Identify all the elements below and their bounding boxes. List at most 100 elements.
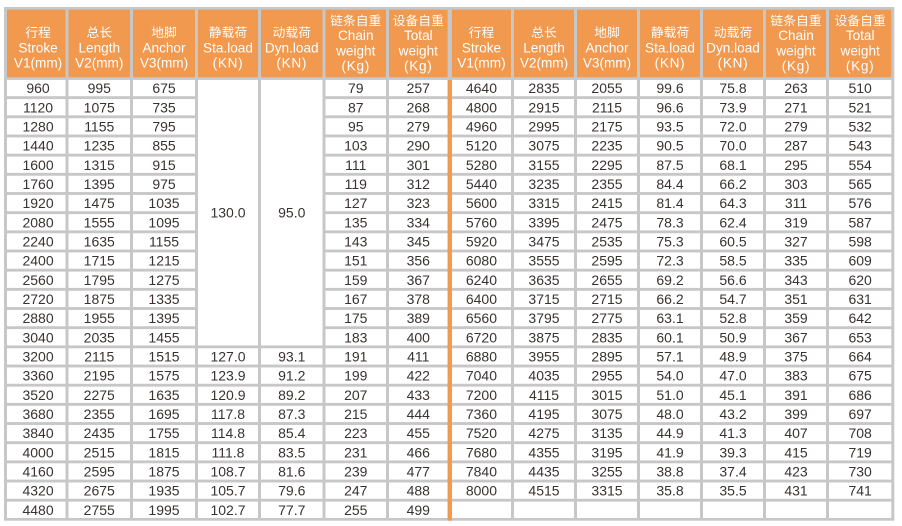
svg-text:207: 207: [344, 387, 368, 403]
svg-text:2915: 2915: [528, 99, 559, 115]
svg-text:391: 391: [784, 387, 808, 403]
svg-text:114.8: 114.8: [211, 425, 245, 441]
svg-text:2835: 2835: [528, 80, 559, 96]
svg-text:Total: Total: [846, 28, 875, 43]
svg-text:609: 609: [848, 253, 872, 269]
svg-text:287: 287: [784, 138, 808, 154]
svg-text:2595: 2595: [84, 464, 115, 480]
svg-text:2775: 2775: [591, 310, 622, 326]
svg-text:48.9: 48.9: [719, 348, 746, 364]
svg-text:4035: 4035: [528, 368, 559, 384]
svg-text:1995: 1995: [148, 502, 179, 518]
svg-text:54.0: 54.0: [656, 368, 683, 384]
svg-text:5920: 5920: [466, 233, 497, 249]
svg-text:1235: 1235: [84, 138, 115, 154]
svg-text:Anchor: Anchor: [585, 41, 629, 56]
svg-text:81.4: 81.4: [656, 195, 683, 211]
svg-text:383: 383: [784, 368, 808, 384]
svg-text:5760: 5760: [466, 214, 497, 230]
svg-text:weight: weight: [335, 43, 376, 58]
svg-text:2655: 2655: [591, 272, 622, 288]
svg-text:708: 708: [848, 425, 872, 441]
svg-text:7840: 7840: [466, 464, 497, 480]
svg-text:433: 433: [407, 387, 431, 403]
svg-text:3315: 3315: [591, 483, 622, 499]
svg-text:90.5: 90.5: [656, 138, 683, 154]
svg-text:3680: 3680: [22, 406, 53, 422]
svg-text:4800: 4800: [466, 99, 497, 115]
svg-text:375: 375: [784, 348, 808, 364]
svg-text:183: 183: [344, 329, 368, 345]
svg-text:345: 345: [407, 233, 431, 249]
svg-text:2955: 2955: [591, 368, 622, 384]
svg-text:532: 532: [848, 118, 872, 134]
svg-text:312: 312: [407, 176, 431, 192]
svg-text:510: 510: [848, 80, 872, 96]
svg-text:3015: 3015: [591, 387, 622, 403]
svg-text:290: 290: [407, 138, 431, 154]
svg-text:43.2: 43.2: [719, 406, 746, 422]
svg-text:87.5: 87.5: [656, 157, 683, 173]
svg-text:57.1: 57.1: [656, 348, 683, 364]
svg-text:1315: 1315: [84, 157, 115, 173]
svg-text:(KN): (KN): [276, 56, 307, 71]
svg-text:521: 521: [848, 99, 872, 115]
svg-text:1920: 1920: [22, 195, 53, 211]
svg-text:191: 191: [344, 348, 368, 364]
svg-text:Length: Length: [78, 41, 120, 56]
svg-text:565: 565: [848, 176, 872, 192]
svg-text:weight: weight: [840, 43, 881, 58]
svg-text:60.1: 60.1: [656, 329, 683, 345]
svg-text:Anchor: Anchor: [142, 41, 186, 56]
svg-text:631: 631: [848, 291, 872, 307]
svg-text:119: 119: [345, 176, 368, 192]
svg-text:323: 323: [407, 195, 431, 211]
svg-text:343: 343: [784, 272, 808, 288]
svg-text:1955: 1955: [84, 310, 115, 326]
svg-text:(Kg): (Kg): [846, 59, 874, 74]
svg-text:915: 915: [152, 157, 176, 173]
svg-text:87: 87: [348, 99, 364, 115]
svg-text:1155: 1155: [84, 118, 114, 134]
svg-text:2355: 2355: [84, 406, 115, 422]
svg-text:247: 247: [344, 483, 368, 499]
svg-text:151: 151: [344, 253, 368, 269]
svg-text:455: 455: [407, 425, 431, 441]
svg-text:2355: 2355: [591, 176, 622, 192]
svg-text:5280: 5280: [466, 157, 497, 173]
svg-text:Chain: Chain: [338, 28, 374, 43]
svg-text:4275: 4275: [528, 425, 559, 441]
svg-text:1600: 1600: [22, 157, 53, 173]
svg-text:47.0: 47.0: [719, 368, 746, 384]
svg-text:3075: 3075: [591, 406, 622, 422]
svg-text:1935: 1935: [148, 483, 179, 499]
svg-text:231: 231: [344, 444, 368, 460]
svg-text:1575: 1575: [148, 368, 179, 384]
svg-text:85.4: 85.4: [278, 425, 305, 441]
svg-text:741: 741: [848, 483, 872, 499]
svg-text:3040: 3040: [22, 329, 53, 345]
svg-text:279: 279: [407, 118, 431, 134]
svg-text:477: 477: [407, 464, 431, 480]
svg-text:69.2: 69.2: [656, 272, 683, 288]
svg-text:466: 466: [407, 444, 431, 460]
svg-text:5440: 5440: [466, 176, 497, 192]
svg-text:4435: 4435: [528, 464, 559, 480]
svg-text:7040: 7040: [466, 368, 497, 384]
svg-text:2035: 2035: [84, 329, 115, 345]
svg-text:1755: 1755: [148, 425, 179, 441]
svg-text:4355: 4355: [528, 444, 559, 460]
svg-text:(Kg): (Kg): [342, 59, 370, 74]
svg-text:697: 697: [848, 406, 872, 422]
svg-text:91.2: 91.2: [278, 368, 305, 384]
svg-text:268: 268: [407, 99, 431, 115]
svg-text:68.1: 68.1: [719, 157, 746, 173]
svg-text:60.5: 60.5: [719, 233, 746, 249]
svg-text:378: 378: [407, 291, 431, 307]
svg-text:399: 399: [784, 406, 808, 422]
svg-text:6240: 6240: [466, 272, 497, 288]
svg-text:686: 686: [848, 387, 872, 403]
svg-text:411: 411: [407, 348, 430, 364]
svg-text:127.0: 127.0: [210, 348, 245, 364]
svg-text:3235: 3235: [528, 176, 559, 192]
